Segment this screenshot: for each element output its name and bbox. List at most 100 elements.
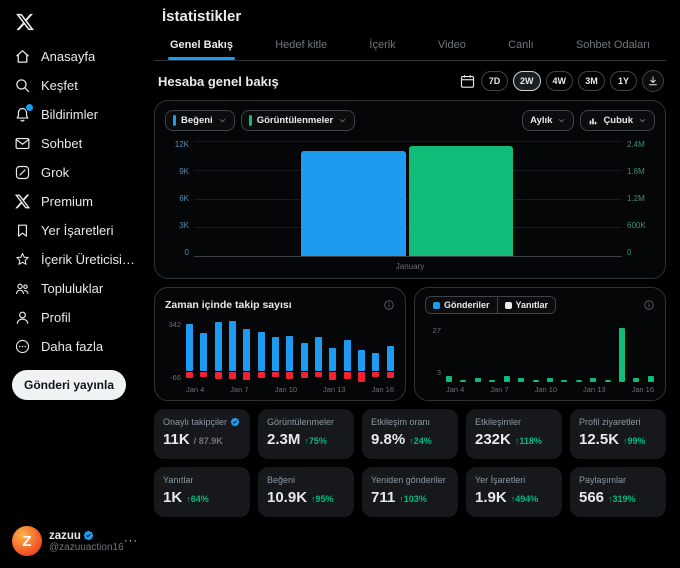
verified-badge-icon bbox=[230, 417, 240, 427]
sidebar-item-profil[interactable]: Profil bbox=[10, 303, 140, 332]
sidebar-item-premium[interactable]: Premium bbox=[10, 187, 140, 216]
range-3m-button[interactable]: 3M bbox=[578, 71, 605, 91]
gridline bbox=[194, 141, 622, 142]
account-more-icon[interactable]: ··· bbox=[124, 535, 138, 547]
posts-legend: Gönderiler Yanıtlar bbox=[425, 296, 557, 314]
metric1-dropdown[interactable]: Beğeni bbox=[165, 110, 235, 131]
stat-card-views[interactable]: Görüntülenmeler 2.3M ↑75% bbox=[258, 409, 354, 459]
post-button[interactable]: Gönderi yayınla bbox=[12, 370, 126, 400]
sidebar-item-sohbet[interactable]: Sohbet bbox=[10, 129, 140, 158]
posts-bar bbox=[590, 378, 597, 382]
metric1-label: Beğeni bbox=[181, 115, 213, 126]
left-axis-tick: 3K bbox=[179, 221, 189, 230]
chevron-down-icon bbox=[638, 116, 647, 125]
tab-icerik[interactable]: İçerik bbox=[369, 39, 396, 51]
avatar: Z bbox=[12, 526, 42, 556]
stat-label: Onaylı takipçiler bbox=[163, 417, 228, 427]
x-axis-label: January bbox=[395, 262, 425, 271]
stat-card-shares[interactable]: Paylaşımlar 566 ↑319% bbox=[570, 467, 666, 517]
stat-card-replies[interactable]: Yanıtlar 1K ↑64% bbox=[154, 467, 250, 517]
sidebar-item-label: Profil bbox=[41, 310, 71, 325]
metric2-dropdown[interactable]: Görüntülenmeler bbox=[240, 110, 356, 131]
stat-card-bookmarks[interactable]: Yer İşaretleri 1.9K ↑494% bbox=[466, 467, 562, 517]
stat-value: 711 bbox=[371, 489, 396, 506]
metric2-color-swatch bbox=[248, 115, 252, 126]
left-axis-tick: 9K bbox=[179, 167, 189, 176]
info-icon[interactable] bbox=[643, 299, 655, 311]
followers-bar-group bbox=[372, 320, 380, 377]
stat-card-engagement-rate[interactable]: Etkileşim oranı 9.8% ↑24% bbox=[362, 409, 458, 459]
sidebar-item-bildirimler[interactable]: Bildirimler bbox=[10, 100, 140, 129]
followers-bar-group bbox=[272, 320, 280, 377]
sidebar-item-grok[interactable]: Grok bbox=[10, 158, 140, 187]
posts-bar bbox=[503, 376, 510, 382]
account-menu[interactable]: Z zazuu @zazuuaction16 ··· bbox=[10, 522, 140, 560]
x-tick: Jan 4 bbox=[446, 385, 465, 394]
followers-chart-card: Zaman içinde takip sayısı 342 -66 Jan 4 … bbox=[154, 287, 406, 401]
communities-icon bbox=[14, 280, 31, 297]
stat-card-likes[interactable]: Beğeni 10.9K ↑95% bbox=[258, 467, 354, 517]
gridline bbox=[194, 227, 622, 229]
sidebar-item-kesfet[interactable]: Keşfet bbox=[10, 71, 140, 100]
range-1y-button[interactable]: 1Y bbox=[610, 71, 637, 91]
posts-bar bbox=[633, 378, 640, 382]
main-chart-bar-views[interactable] bbox=[409, 145, 513, 256]
sidebar-item-daha-fazla[interactable]: Daha fazla bbox=[10, 332, 140, 361]
posts-bar bbox=[546, 378, 553, 382]
main-content: İstatistikler Genel Bakış Hedef kitle İç… bbox=[148, 0, 680, 568]
stat-card-profile-visits[interactable]: Profil ziyaretleri 12.5K ↑99% bbox=[570, 409, 666, 459]
followers-bar-group bbox=[300, 320, 308, 378]
sidebar-item-yer-isaretleri[interactable]: Yer İşaretleri bbox=[10, 216, 140, 245]
main-chart-bar-likes[interactable] bbox=[301, 150, 406, 256]
sidebar-item-icerik-ureticisi[interactable]: İçerik Üreticisi St... bbox=[10, 245, 140, 274]
chart-type-dropdown[interactable]: Çubuk bbox=[580, 110, 655, 131]
stat-change: ↑24% bbox=[409, 436, 432, 446]
stat-label: Etkileşimler bbox=[475, 417, 522, 427]
stat-card-verified-followers[interactable]: Onaylı takipçiler 11K / 87.9K bbox=[154, 409, 250, 459]
stat-secondary: / 87.9K bbox=[193, 436, 223, 446]
range-7d-button[interactable]: 7D bbox=[481, 71, 508, 91]
sidebar-item-topluluklar[interactable]: Topluluklar bbox=[10, 274, 140, 303]
calendar-icon[interactable] bbox=[459, 73, 476, 90]
account-meta: zazuu @zazuuaction16 bbox=[49, 529, 124, 553]
tab-canli[interactable]: Canlı bbox=[508, 39, 534, 51]
left-axis-tick: 6K bbox=[179, 194, 189, 203]
followers-chart-title: Zaman içinde takip sayısı bbox=[165, 299, 292, 311]
legend-label: Gönderiler bbox=[444, 300, 490, 310]
y-max-label: 27 bbox=[432, 326, 441, 335]
stat-card-engagements[interactable]: Etkileşimler 232K ↑118% bbox=[466, 409, 562, 459]
followers-bar-group bbox=[329, 320, 337, 380]
tab-video[interactable]: Video bbox=[437, 39, 466, 51]
followers-bar-group bbox=[386, 320, 394, 378]
stat-card-reposts[interactable]: Yeniden gönderiler 711 ↑103% bbox=[362, 467, 458, 517]
x-tick: Jan 16 bbox=[371, 385, 394, 394]
followers-x-ticks: Jan 4 Jan 7 Jan 10 Jan 13 Jan 16 bbox=[185, 385, 395, 394]
period-dropdown[interactable]: Aylık bbox=[522, 110, 575, 131]
info-icon[interactable] bbox=[383, 299, 395, 311]
chart-type-label: Çubuk bbox=[603, 115, 633, 126]
range-2w-button[interactable]: 2W bbox=[513, 71, 541, 91]
sidebar-item-anasayfa[interactable]: Anasayfa bbox=[10, 42, 140, 71]
legend-gonderiler[interactable]: Gönderiler bbox=[426, 297, 497, 313]
overview-title: Hesaba genel bakış bbox=[158, 73, 279, 89]
legend-swatch-blue bbox=[433, 301, 440, 309]
range-4w-button[interactable]: 4W bbox=[545, 71, 573, 91]
posts-bar bbox=[647, 376, 654, 382]
legend-yanitlar[interactable]: Yanıtlar bbox=[496, 297, 556, 313]
tab-genel-bakis[interactable]: Genel Bakış bbox=[168, 34, 235, 60]
stat-label: Yeniden gönderiler bbox=[371, 475, 446, 485]
x-tick: Jan 13 bbox=[583, 385, 606, 394]
x-logo-icon[interactable] bbox=[15, 12, 35, 32]
x-premium-icon bbox=[14, 193, 31, 210]
gridline bbox=[194, 169, 622, 171]
stat-change: ↑118% bbox=[514, 436, 542, 446]
chevron-down-icon bbox=[218, 116, 227, 125]
posts-chart-card: Gönderiler Yanıtlar 27 3 bbox=[414, 287, 666, 401]
account-name: zazuu bbox=[49, 529, 81, 542]
download-button[interactable] bbox=[642, 70, 664, 92]
small-charts-row: Zaman içinde takip sayısı 342 -66 Jan 4 … bbox=[154, 287, 666, 401]
tab-hedef-kitle[interactable]: Hedef kitle bbox=[275, 39, 328, 51]
chevron-down-icon bbox=[338, 116, 347, 125]
tab-sohbet-odalari[interactable]: Sohbet Odaları bbox=[575, 39, 650, 51]
